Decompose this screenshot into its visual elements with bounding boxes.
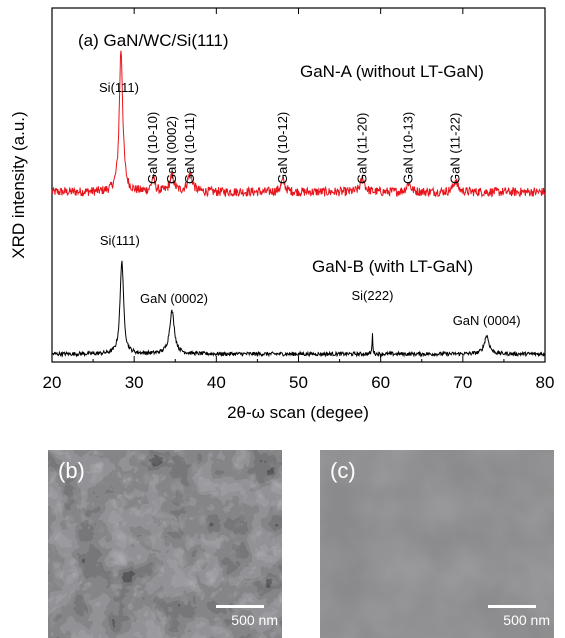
peak-label: GaN (10-10) bbox=[145, 112, 160, 184]
y-axis-label: XRD intensity (a.u.) bbox=[9, 111, 28, 258]
series-b-name: GaN-B (with LT-GaN) bbox=[312, 257, 473, 276]
peak-labels: Si(111)GaN (10-10) GaN (0002) GaN (10-11) G… bbox=[99, 80, 521, 328]
peak-label: Si(111) bbox=[100, 233, 140, 248]
scale-bar-text-c: 500 nm bbox=[503, 612, 550, 628]
peak-label: GaN (0002) bbox=[164, 116, 179, 184]
panel-title: (a) GaN/WC/Si(111) bbox=[78, 31, 229, 50]
x-tick-label: 20 bbox=[43, 373, 62, 392]
xrd-figure: 20 30 40 50 60 70 80 Si(111) GaN (10-10) GaN (00… bbox=[9, 7, 555, 422]
peak-label: Si(222) bbox=[351, 288, 393, 303]
peak-label: GaN (11-20) bbox=[355, 113, 370, 184]
panel-label-c: (c) bbox=[330, 458, 356, 483]
peak-label: GaN (10-13) bbox=[401, 112, 416, 184]
scale-bar-text-b: 500 nm bbox=[231, 612, 278, 628]
panel-label-b: (b) bbox=[58, 458, 85, 483]
peak-label: Si(111) bbox=[99, 80, 139, 95]
series-a-name: GaN-A (without LT-GaN) bbox=[300, 62, 484, 81]
sem-micrograph-c: (c) 500 nm bbox=[320, 450, 554, 638]
peak-label: GaN (11-22) bbox=[447, 113, 462, 184]
series-line-gan-b bbox=[51, 260, 546, 358]
peak-label: GaN (0002) bbox=[140, 291, 208, 306]
x-tick-label: 70 bbox=[453, 373, 472, 392]
plot-frame bbox=[51, 7, 546, 363]
x-tick-label: 50 bbox=[289, 373, 308, 392]
peak-label: GaN (10-12) bbox=[275, 112, 290, 184]
series-line-gan-a bbox=[51, 50, 546, 198]
xrd-curves bbox=[51, 50, 546, 358]
x-tick-label: 60 bbox=[371, 373, 390, 392]
scale-bar-c bbox=[488, 605, 536, 608]
peak-label: GaN (0004) bbox=[453, 313, 521, 328]
sem-micrograph-b: (b) 500 nm bbox=[48, 450, 282, 638]
x-tick-label: 30 bbox=[125, 373, 144, 392]
x-axis-ticks bbox=[51, 8, 546, 362]
scale-bar-b bbox=[216, 605, 264, 608]
x-tick-label: 40 bbox=[207, 373, 226, 392]
x-tick-label: 80 bbox=[536, 373, 555, 392]
x-axis-tick-labels: 20 30 40 50 60 70 80 bbox=[43, 373, 555, 392]
peak-label: GaN (10-11) bbox=[182, 113, 197, 184]
x-axis-label: 2θ-ω scan (degee) bbox=[227, 403, 369, 422]
